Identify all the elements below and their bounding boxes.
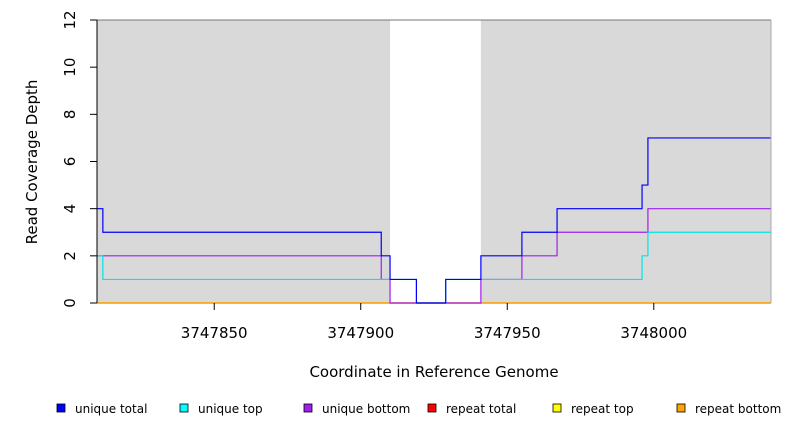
legend-label: unique total bbox=[75, 402, 147, 416]
shaded-region-1 bbox=[480, 20, 771, 303]
legend-swatch bbox=[676, 403, 686, 413]
legend: unique total unique top unique bottom repea… bbox=[56, 402, 781, 416]
legend-item-repeat-top: repeat top bbox=[552, 402, 634, 416]
shaded-regions bbox=[97, 20, 771, 303]
legend-swatch bbox=[427, 403, 437, 413]
legend-item-unique-top: unique top bbox=[179, 402, 263, 416]
y-axis-title: Read Coverage Depth bbox=[23, 80, 41, 245]
legend-item-repeat-total: repeat total bbox=[427, 402, 516, 416]
y-tick-label: 0 bbox=[61, 298, 79, 308]
legend-swatch bbox=[56, 403, 66, 413]
y-tick-label: 6 bbox=[61, 157, 79, 167]
legend-swatch bbox=[552, 403, 562, 413]
legend-label: repeat top bbox=[571, 402, 634, 416]
x-tick-label: 3747900 bbox=[327, 324, 394, 342]
legend-item-unique-bottom: unique bottom bbox=[303, 402, 410, 416]
legend-item-repeat-bottom: repeat bottom bbox=[676, 402, 781, 416]
y-tick-label: 8 bbox=[61, 110, 79, 120]
legend-swatch bbox=[179, 403, 189, 413]
x-tick-label: 3748000 bbox=[620, 324, 687, 342]
y-tick-label: 12 bbox=[61, 10, 79, 29]
legend-label: unique top bbox=[198, 402, 263, 416]
legend-item-unique-total: unique total bbox=[56, 402, 147, 416]
legend-label: repeat total bbox=[446, 402, 516, 416]
legend-label: repeat bottom bbox=[695, 402, 781, 416]
y-tick-label: 2 bbox=[61, 251, 79, 261]
y-tick-label: 10 bbox=[61, 58, 79, 77]
x-axis-title: Coordinate in Reference Genome bbox=[309, 363, 558, 381]
shaded-region-0 bbox=[97, 20, 391, 303]
series-lines bbox=[97, 137, 771, 304]
series-unique-total bbox=[97, 137, 771, 304]
axes: 0 2 4 6 8 10 12 3747850 3747900 3747950 3748000 bbox=[61, 10, 772, 342]
x-tick-label: 3747850 bbox=[181, 324, 248, 342]
x-tick-label: 3747950 bbox=[474, 324, 541, 342]
legend-swatch bbox=[303, 403, 313, 413]
y-tick-label: 4 bbox=[61, 204, 79, 214]
legend-label: unique bottom bbox=[322, 402, 410, 416]
